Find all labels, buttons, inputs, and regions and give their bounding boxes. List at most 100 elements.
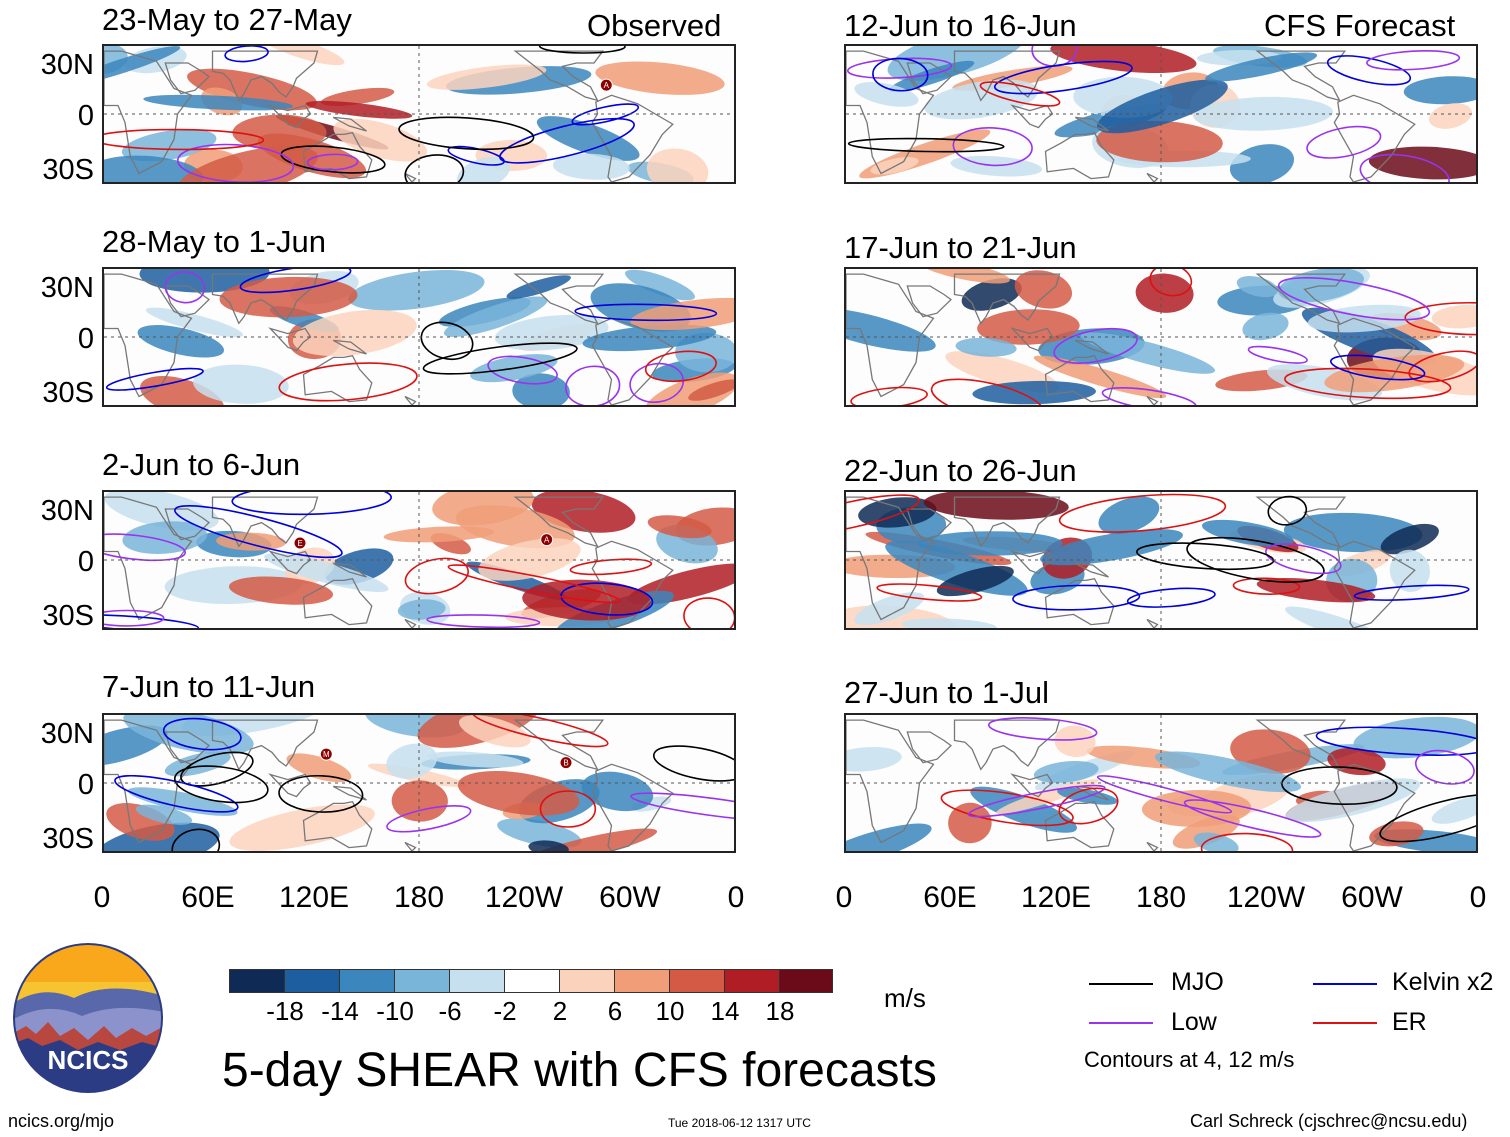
coastline [1333, 540, 1416, 628]
shear-anomaly-region [121, 129, 217, 162]
coastline [268, 104, 312, 129]
panel-title-obs-1: 23-May to 27-May [102, 2, 352, 37]
shear-anomaly-region [1229, 144, 1295, 182]
shear-anomaly-region [348, 270, 485, 311]
colorbar-box-7 [559, 969, 615, 993]
shear-anomaly-region [1014, 270, 1073, 309]
coastlines [846, 273, 1416, 405]
lon-label-120e: 120E [1020, 881, 1092, 914]
storm-marker-label: A [544, 536, 550, 545]
panel-title-fcst-3: 22-Jun to 26-Jun [844, 453, 1077, 488]
contour-line [560, 582, 654, 616]
shear-anomaly-region [386, 743, 438, 779]
shear-anomaly-region [292, 309, 417, 357]
contour-line [104, 533, 187, 562]
lat-label-eq: 0 [77, 546, 94, 578]
coastline [211, 273, 319, 325]
shear-anomaly-region [688, 379, 734, 401]
shear-anomaly-region [1242, 312, 1289, 341]
lon-label-0: 0 [1469, 881, 1487, 914]
coastline [1074, 562, 1109, 578]
coastline [332, 116, 367, 132]
coastline [302, 577, 373, 626]
contour-line [114, 774, 239, 813]
contour-line [940, 789, 1074, 827]
contour-line [472, 715, 609, 748]
contour-line [979, 81, 1061, 107]
author-credit: Carl Schreck (cjschrec@ncsu.edu) [1190, 1111, 1468, 1131]
colorbar-box-1 [229, 969, 285, 993]
shear-anomaly-region [1380, 523, 1439, 555]
lon-label-0: 0 [835, 881, 853, 914]
lon-label-180: 180 [1135, 881, 1187, 914]
shear-anomaly-region [104, 492, 219, 531]
shear-anomaly-region [216, 532, 286, 551]
shear-anomaly-region [1230, 729, 1311, 774]
observed-header: Observed [587, 8, 722, 43]
shear-anomaly-region [383, 526, 495, 543]
map-panel-fcst-2 [844, 267, 1478, 407]
panel-title-obs-4: 7-Jun to 11-Jun [102, 669, 316, 704]
ncics-logo: NCICS [13, 943, 163, 1093]
lon-label-180: 180 [393, 881, 445, 914]
legend-line-mjo [1089, 983, 1153, 985]
coastline [513, 50, 605, 102]
coastline [1010, 327, 1054, 352]
lon-label-0: 0 [727, 881, 745, 914]
contour-line [1053, 327, 1138, 364]
contour-line [652, 745, 734, 782]
shear-shading [104, 492, 734, 628]
wave-contours [846, 493, 1470, 611]
coastlines [104, 719, 674, 851]
colorbar-box-4 [394, 969, 450, 993]
wave-contours [114, 715, 734, 851]
shear-anomaly-region [528, 840, 569, 851]
cfs-forecast-header: CFS Forecast [1264, 8, 1456, 43]
colorbar-tick: -6 [438, 996, 462, 1026]
shear-anomaly-region [145, 307, 244, 338]
contour-line [426, 614, 541, 628]
legend-line-er [1313, 1022, 1377, 1024]
panel-title-fcst-1: 12-Jun to 16-Jun [844, 8, 1077, 43]
shear-anomaly-region [258, 46, 345, 66]
coastline [591, 317, 674, 405]
contour-line [398, 116, 535, 151]
coastline [513, 719, 605, 771]
contour-line [987, 717, 1098, 741]
shear-anomaly-region [646, 148, 709, 182]
lat-label-30s: 30S [42, 823, 94, 855]
map-panel-obs-2 [102, 267, 736, 407]
units-label: m/s [884, 983, 926, 1013]
colorbar-tick: -10 [376, 996, 414, 1026]
contour-line [539, 790, 597, 828]
coastline [1146, 841, 1159, 851]
coastlines [846, 719, 1416, 851]
coastline [1146, 618, 1159, 628]
wave-contours [105, 269, 718, 405]
shear-anomaly-region [320, 87, 395, 106]
site-url: ncics.org/mjo [8, 1111, 115, 1131]
shear-anomaly-region [1040, 529, 1183, 566]
contour-line [930, 378, 1045, 405]
contour-line [176, 143, 295, 182]
shear-anomaly-region [918, 269, 1010, 284]
shear-anomaly-region [854, 82, 919, 107]
shear-anomaly-region [846, 823, 932, 851]
shear-anomaly-region [229, 804, 375, 851]
shear-anomaly-region [582, 324, 717, 352]
panel-title-fcst-2: 17-Jun to 21-Jun [844, 230, 1077, 265]
lat-label-eq: 0 [77, 769, 94, 801]
lat-label-30s: 30S [42, 154, 94, 186]
coastline [953, 273, 1061, 325]
shear-anomaly-region [1080, 332, 1216, 374]
shear-anomaly-region [1431, 795, 1476, 824]
contour-line [1183, 799, 1322, 838]
colorbar-box-6 [504, 969, 560, 993]
legend-label-low: Low [1171, 1008, 1217, 1036]
contour-line [1315, 726, 1476, 756]
storm-marker-label: A [604, 81, 610, 90]
shear-anomaly-region [264, 553, 389, 593]
contour-line [846, 494, 921, 535]
colorbar-box-2 [284, 969, 340, 993]
